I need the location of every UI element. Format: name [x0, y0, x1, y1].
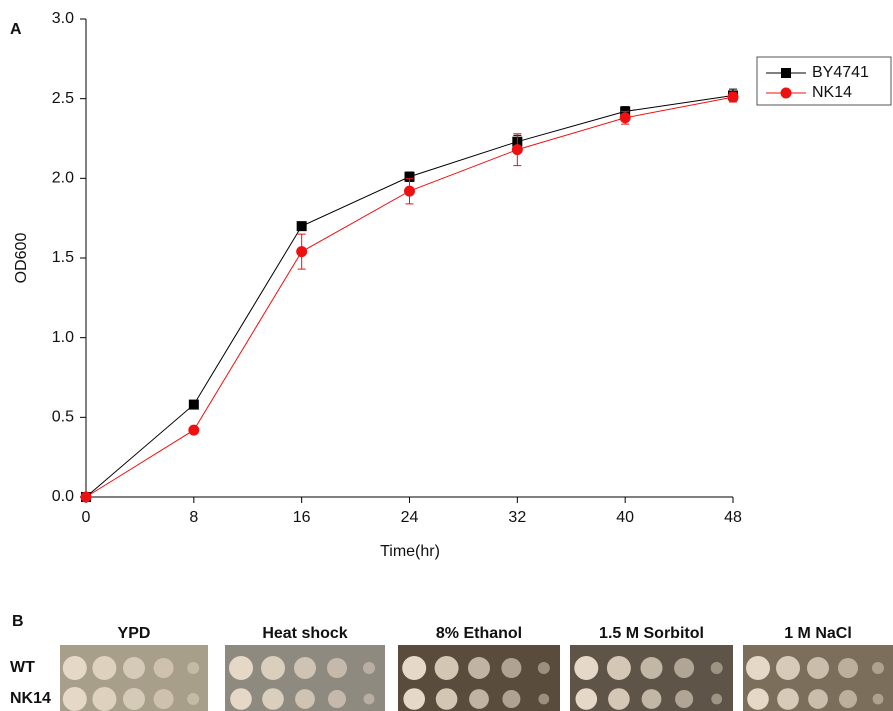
yeast-spot: [123, 688, 145, 710]
y-tick-label: 0.5: [52, 409, 74, 426]
yeast-spot: [641, 657, 663, 679]
yeast-spot: [607, 656, 631, 680]
data-point: [81, 492, 92, 503]
yeast-spot: [576, 688, 598, 710]
column-title: 8% Ethanol: [436, 625, 522, 642]
yeast-spot: [711, 694, 722, 705]
data-point: [189, 400, 199, 410]
yeast-spot: [63, 687, 87, 711]
data-point: [296, 246, 307, 257]
row-label: NK14: [10, 690, 51, 707]
yeast-spot: [154, 658, 174, 678]
yeast-spot: [328, 690, 346, 708]
legend-label: NK14: [812, 84, 852, 101]
x-tick-label: 16: [293, 509, 311, 526]
yeast-spot: [574, 656, 598, 680]
panel-label: A: [10, 21, 22, 38]
legend-marker: [781, 68, 791, 78]
x-tick-label: 8: [189, 509, 198, 526]
row-label: WT: [10, 659, 35, 676]
yeast-spot: [469, 689, 489, 709]
y-tick-label: 2.5: [52, 90, 74, 107]
column-title: YPD: [118, 625, 151, 642]
column-title: 1.5 M Sorbitol: [599, 625, 704, 642]
yeast-spot: [642, 689, 662, 709]
data-point: [404, 186, 415, 197]
yeast-spot: [154, 689, 174, 709]
yeast-spot: [327, 658, 347, 678]
yeast-spot: [436, 688, 458, 710]
yeast-spot: [839, 690, 857, 708]
x-tick-label: 24: [401, 509, 419, 526]
yeast-spot: [261, 656, 285, 680]
data-point: [512, 144, 523, 155]
yeast-spot: [294, 657, 316, 679]
yeast-spot: [501, 658, 521, 678]
y-tick-label: 2.0: [52, 170, 74, 187]
yeast-spot: [363, 662, 375, 674]
yeast-spot: [746, 656, 770, 680]
yeast-spot: [747, 688, 769, 710]
yeast-spot: [711, 662, 723, 674]
x-tick-label: 32: [508, 509, 526, 526]
x-tick-label: 40: [616, 509, 634, 526]
yeast-spot: [187, 693, 199, 705]
y-axis-title: OD600: [13, 233, 30, 284]
yeast-spot: [295, 689, 315, 709]
figure: A Time(hr) OD600 B 0.0 0.5 1.0 1.5 2.0 2.5 3.0…: [0, 0, 893, 711]
yeast-spot: [808, 689, 828, 709]
yeast-spot: [502, 690, 520, 708]
yeast-spot: [776, 656, 800, 680]
yeast-spot: [403, 688, 425, 710]
legend-marker: [781, 88, 792, 99]
panel-label: B: [12, 613, 24, 630]
yeast-spot: [123, 657, 145, 679]
yeast-spot: [402, 656, 426, 680]
yeast-spot: [872, 662, 884, 674]
yeast-spot: [230, 688, 252, 710]
series-line: [86, 97, 733, 497]
column-title: 1 M NaCl: [784, 625, 852, 642]
data-point: [620, 112, 631, 123]
y-tick-label: 0.0: [52, 488, 74, 505]
yeast-spot: [538, 694, 549, 705]
yeast-spot: [675, 690, 693, 708]
yeast-spot: [92, 656, 116, 680]
yeast-spot: [807, 657, 829, 679]
y-tick-label: 1.0: [52, 329, 74, 346]
y-tick-label: 1.5: [52, 249, 74, 266]
data-point: [728, 92, 739, 103]
yeast-spot: [63, 656, 87, 680]
yeast-spot: [608, 688, 630, 710]
data-point: [188, 425, 199, 436]
data-point: [297, 221, 307, 231]
yeast-spot: [538, 662, 550, 674]
x-axis-title: Time(hr): [380, 543, 440, 560]
x-tick-label: 0: [82, 509, 91, 526]
yeast-spot: [262, 688, 284, 710]
yeast-spot: [187, 662, 199, 674]
yeast-spot: [92, 687, 116, 711]
yeast-spot: [229, 656, 253, 680]
y-tick-label: 3.0: [52, 10, 74, 27]
column-title: Heat shock: [262, 625, 347, 642]
yeast-spot: [435, 656, 459, 680]
yeast-spot: [873, 694, 884, 705]
legend-label: BY4741: [812, 64, 869, 81]
yeast-spot: [364, 694, 375, 705]
yeast-spot: [777, 688, 799, 710]
x-tick-label: 48: [724, 509, 742, 526]
yeast-spot: [468, 657, 490, 679]
yeast-spot: [674, 658, 694, 678]
yeast-spot: [838, 658, 858, 678]
